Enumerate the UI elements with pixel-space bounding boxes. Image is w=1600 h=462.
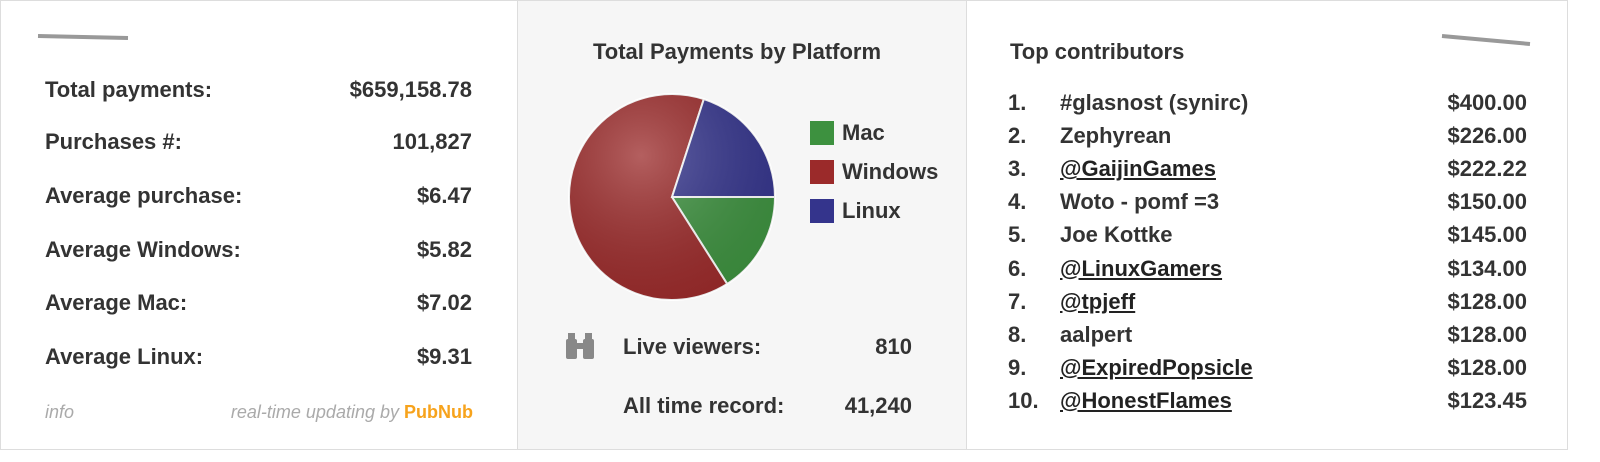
stat-value: $9.31 [416,344,472,369]
contributor-link[interactable]: @HonestFlames [1060,387,1232,413]
contributor-link[interactable]: @GaijinGames [1060,156,1216,182]
amount: $145.00 [1447,222,1527,248]
stat-value: $659,158.78 [349,77,472,102]
contributor-name: Woto - pomf =3 [1060,189,1220,215]
pin-decoration [1441,34,1531,46]
credit: real-time updating by PubNub [231,399,473,425]
amount: $400.00 [1447,90,1527,115]
legend-swatch [810,199,834,223]
rank: 7. [1008,288,1027,314]
pie [568,93,777,301]
contributor-link[interactable]: @ExpiredPopsicle [1060,354,1253,380]
rank: 5. [1008,222,1027,248]
stat-label: Average Linux: [45,344,204,369]
amount: $222.22 [1447,156,1527,182]
legend-label: Windows [842,159,939,184]
amount: $123.45 [1447,387,1527,413]
amount: $150.00 [1447,189,1527,215]
stat-label: Purchases #: [45,129,182,154]
contributor-name: #glasnost (synirc) [1060,90,1249,115]
rank: 3. [1008,156,1027,182]
stat-label: Average Windows: [45,237,241,262]
contributor-link[interactable]: @LinuxGamers [1060,255,1223,281]
rank: 8. [1008,321,1027,347]
rank: 10. [1008,387,1039,413]
amount: $226.00 [1447,123,1527,149]
live-value: 810 [875,334,912,359]
rank: 9. [1008,354,1027,380]
amount: $128.00 [1447,288,1527,314]
pin-decoration [37,34,129,40]
record-value: 41,240 [844,393,912,418]
amount: $134.00 [1447,255,1527,281]
legend-label: Mac [842,120,885,145]
legend-swatch [810,121,834,145]
stat-value: $5.82 [416,237,472,262]
info-link[interactable]: info [45,402,75,422]
brand[interactable]: PubNub [404,402,473,422]
binoculars-icon [566,333,594,359]
amount: $128.00 [1447,321,1527,347]
legend-swatch [810,160,834,184]
stat-label: Average purchase: [45,183,243,208]
stat-value: 101,827 [392,129,472,154]
rank: 4. [1008,189,1027,215]
legend-label: Linux [842,198,901,223]
rank: 6. [1008,255,1027,281]
stats-panel [0,0,517,450]
stat-label: Average Mac: [45,290,188,315]
record-label: All time record: [623,393,785,418]
rank: 1. [1008,90,1027,115]
contributors-title: Top contributors [1010,39,1185,64]
stat-value: $7.02 [416,290,472,315]
credit-text: real-time updating by [230,402,399,422]
stat-label: Total payments: [45,77,213,102]
contributor-link[interactable]: @tpjeff [1060,288,1136,314]
contributors-panel [967,0,1568,450]
chart-title: Total Payments by Platform [592,39,882,64]
amount: $128.00 [1447,354,1527,380]
contributor-name: Joe Kottke [1060,222,1173,248]
contributor-name: Zephyrean [1060,123,1172,149]
rank: 2. [1008,123,1027,149]
live-label: Live viewers: [623,334,762,359]
contributor-name: aalpert [1060,321,1133,347]
stat-value: $6.47 [416,183,472,208]
